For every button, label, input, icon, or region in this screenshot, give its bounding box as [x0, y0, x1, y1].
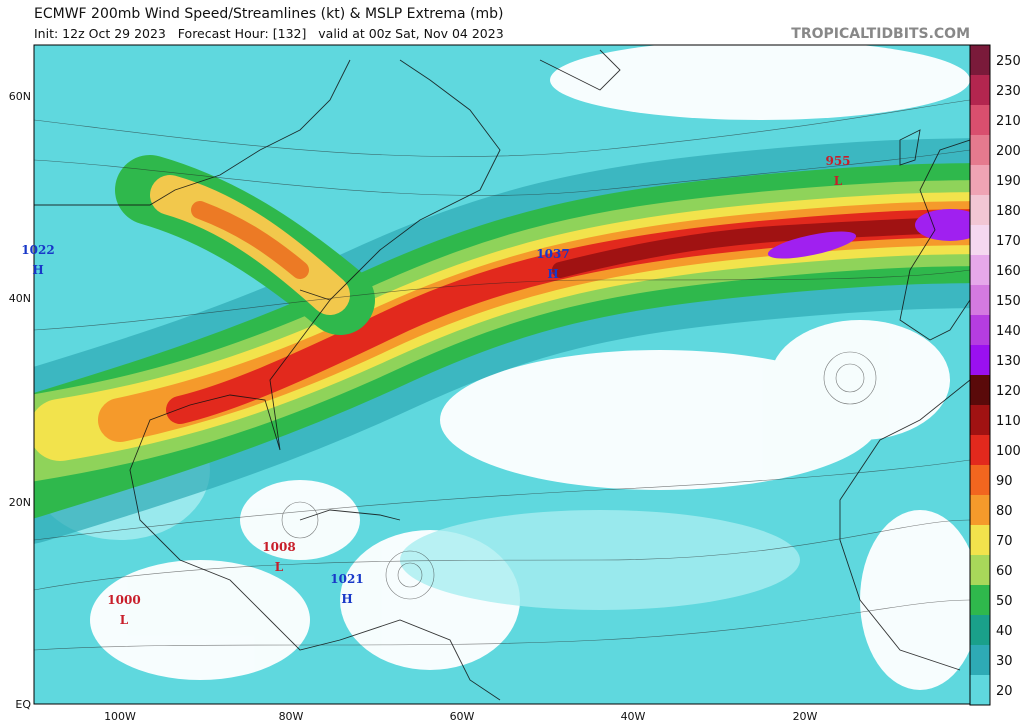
- colorbar-segment: [970, 525, 990, 555]
- colorbar-segment: [970, 195, 990, 225]
- colorbar-label: 140: [996, 324, 1021, 339]
- pressure-value: 1037: [536, 247, 569, 261]
- pressure-value: 1000: [107, 593, 140, 607]
- colorbar-label: 20: [996, 684, 1013, 699]
- colorbar-segment: [970, 285, 990, 315]
- colorbar-label: 210: [996, 114, 1021, 129]
- colorbar-segment: [970, 45, 990, 75]
- colorbar-segment: [970, 255, 990, 285]
- colorbar-segment: [970, 75, 990, 105]
- colorbar-label: 150: [996, 294, 1021, 309]
- colorbar-segment: [970, 585, 990, 615]
- lon-label: 40W: [621, 710, 646, 723]
- extrema: 1022 H 1037 H 955 L 1008 L 1000 L 1021 H: [21, 154, 850, 627]
- colorbar-label: 70: [996, 534, 1013, 549]
- pressure-symbol: L: [275, 560, 284, 574]
- colorbar-label: 110: [996, 414, 1021, 429]
- pressure-value: 1008: [262, 540, 295, 554]
- colorbar-label: 90: [996, 474, 1013, 489]
- colorbar-segment: [970, 615, 990, 645]
- colorbar-label: 100: [996, 444, 1021, 459]
- colorbar-label: 50: [996, 594, 1013, 609]
- colorbar-label: 160: [996, 264, 1021, 279]
- pressure-value: 955: [825, 154, 850, 168]
- colorbar-segment: [970, 675, 990, 705]
- lat-label: 20N: [9, 496, 31, 509]
- colorbar-label: 40: [996, 624, 1013, 639]
- colorbar-label: 190: [996, 174, 1021, 189]
- colorbar-label: 180: [996, 204, 1021, 219]
- pressure-symbol: H: [341, 592, 352, 606]
- lat-label: EQ: [15, 698, 31, 711]
- lon-label: 100W: [104, 710, 136, 723]
- colorbar-segment: [970, 495, 990, 525]
- map: [34, 45, 970, 704]
- colorbar-label: 60: [996, 564, 1013, 579]
- pressure-value: 1021: [330, 572, 363, 586]
- title: ECMWF 200mb Wind Speed/Streamlines (kt) …: [34, 6, 503, 22]
- colorbar-label: 250: [996, 54, 1021, 69]
- colorbar-label: 170: [996, 234, 1021, 249]
- colorbar-segment: [970, 315, 990, 345]
- colorbar-segment: [970, 135, 990, 165]
- axis-labels: 60N 40N 20N EQ 100W 80W 60W 40W 20W: [9, 90, 818, 723]
- colorbar-segment: [970, 435, 990, 465]
- colorbar-frame: [969, 44, 991, 706]
- colorbar-label: 230: [996, 84, 1021, 99]
- source: TROPICALTIDBITS.COM: [791, 26, 970, 42]
- colorbar-segment: [970, 105, 990, 135]
- colorbar-segment: [970, 645, 990, 675]
- colorbar-label: 30: [996, 654, 1013, 669]
- colorbar-segment: [970, 225, 990, 255]
- colorbar-segment: [970, 165, 990, 195]
- lon-label: 80W: [279, 710, 304, 723]
- colorbar-segment: [970, 375, 990, 405]
- colorbar-segment: [970, 345, 990, 375]
- colorbar-label: 200: [996, 144, 1021, 159]
- colorbar-segment: [970, 555, 990, 585]
- colorbar: 250 230 210 200 190 180 170 160 150 140 130 120 110 1…: [969, 44, 1021, 706]
- colorbar-label: 120: [996, 384, 1021, 399]
- pressure-symbol: H: [547, 267, 558, 281]
- colorbar-segment: [970, 465, 990, 495]
- pressure-symbol: H: [32, 263, 43, 277]
- colorbar-label: 80: [996, 504, 1013, 519]
- lon-label: 20W: [793, 710, 818, 723]
- lat-label: 60N: [9, 90, 31, 103]
- pressure-symbol: L: [120, 613, 129, 627]
- lat-label: 40N: [9, 292, 31, 305]
- subtitle: Init: 12z Oct 29 2023 Forecast Hour: [13…: [34, 26, 504, 41]
- colorbar-label: 130: [996, 354, 1021, 369]
- colorbar-segment: [970, 405, 990, 435]
- pressure-symbol: L: [834, 174, 843, 188]
- lon-label: 60W: [450, 710, 475, 723]
- pressure-value: 1022: [21, 243, 54, 257]
